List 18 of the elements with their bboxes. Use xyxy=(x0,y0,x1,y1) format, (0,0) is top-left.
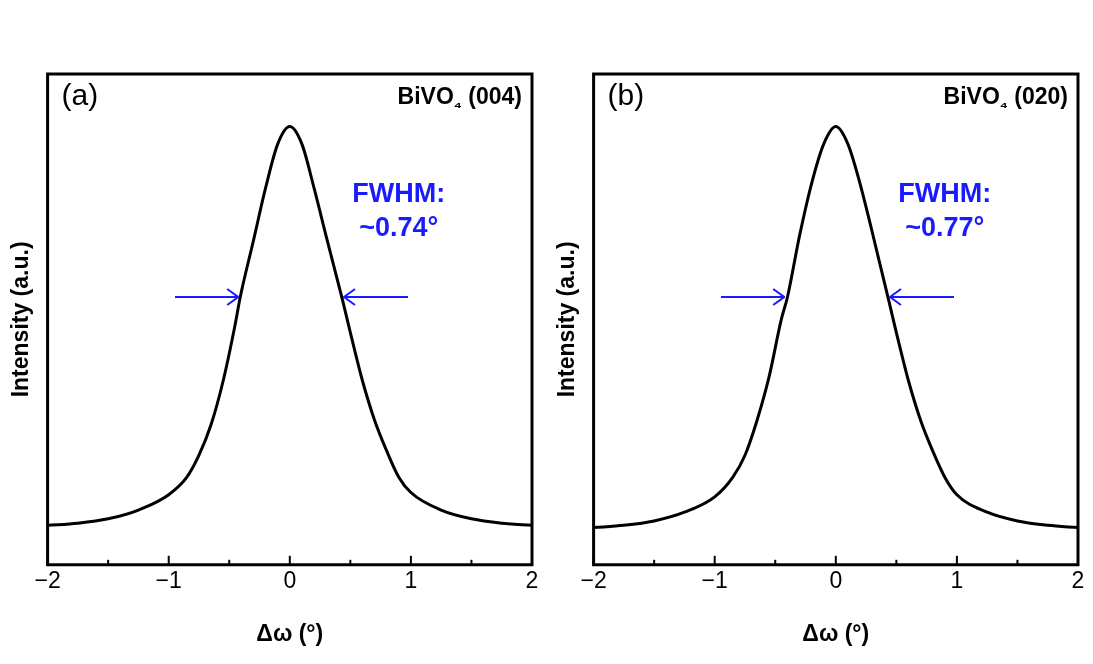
x-tick-label: 0 xyxy=(829,566,843,593)
x-tick-label: 1 xyxy=(404,566,418,593)
text: (b) xyxy=(607,78,645,112)
x-tick-label: 2 xyxy=(1071,566,1085,593)
x-tick-label: 1 xyxy=(950,566,964,593)
x-tick-label: −2 xyxy=(34,566,61,593)
x-tick-label: −1 xyxy=(155,566,182,593)
x-tick-label: −1 xyxy=(701,566,728,593)
annotation: FWHM: ~0.77° xyxy=(898,177,992,242)
y-axis-title: Intensity (a.u.) xyxy=(553,241,580,398)
text: (a) xyxy=(61,78,99,112)
y-axis-title: Intensity (a.u.) xyxy=(7,241,34,398)
x-tick-label: 0 xyxy=(283,566,297,593)
x-axis-title: Δω (°) xyxy=(256,619,324,646)
x-tick-label: 2 xyxy=(525,566,539,593)
x-tick-label: −2 xyxy=(580,566,607,593)
x-axis-title: Δω (°) xyxy=(802,619,870,646)
annotation: FWHM: ~0.74° xyxy=(352,177,446,242)
